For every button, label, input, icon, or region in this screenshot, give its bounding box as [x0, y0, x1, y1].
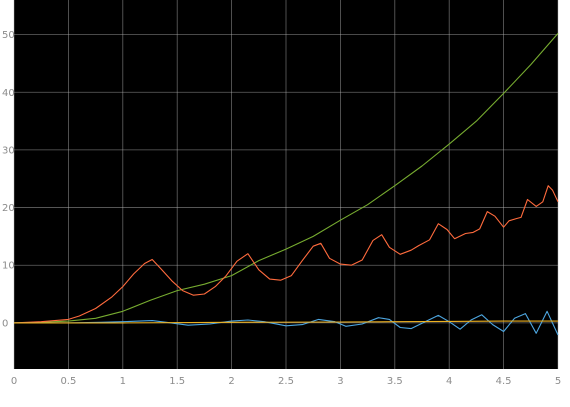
x-tick-label: 4: [446, 376, 452, 387]
x-tick-label: 1.5: [169, 376, 185, 387]
grid-lines: [13, 0, 559, 369]
series-line-0: [13, 33, 559, 324]
y-tick-label: 40: [2, 88, 15, 99]
y-tick-label: 50: [2, 30, 15, 41]
x-tick-label: 1: [120, 376, 126, 387]
x-tick-label: 0.5: [60, 376, 76, 387]
y-tick-label: 10: [2, 261, 15, 272]
series-line-1: [13, 185, 559, 324]
y-tick-label: 30: [2, 145, 15, 156]
x-tick-label: 4.5: [496, 376, 512, 387]
x-tick-label: 5: [555, 376, 561, 387]
y-tick-label: 20: [2, 203, 15, 214]
x-axis-tick-labels: 0 0.5 1 1.5 2 2.5 3 3.5 4 4.5 5: [11, 376, 561, 387]
x-tick-label: 3: [337, 376, 343, 387]
series-lines: [13, 33, 559, 336]
series-line-3: [14, 320, 558, 324]
y-tick-label: 0: [2, 318, 8, 329]
x-tick-label: 2.5: [278, 376, 294, 387]
y-axis-tick-labels: 0 10 20 30 40 50: [2, 30, 15, 329]
x-tick-label: 0: [11, 376, 17, 387]
series-line-2: [14, 310, 559, 336]
x-tick-label: 3.5: [387, 376, 403, 387]
x-tick-label: 2: [228, 376, 234, 387]
